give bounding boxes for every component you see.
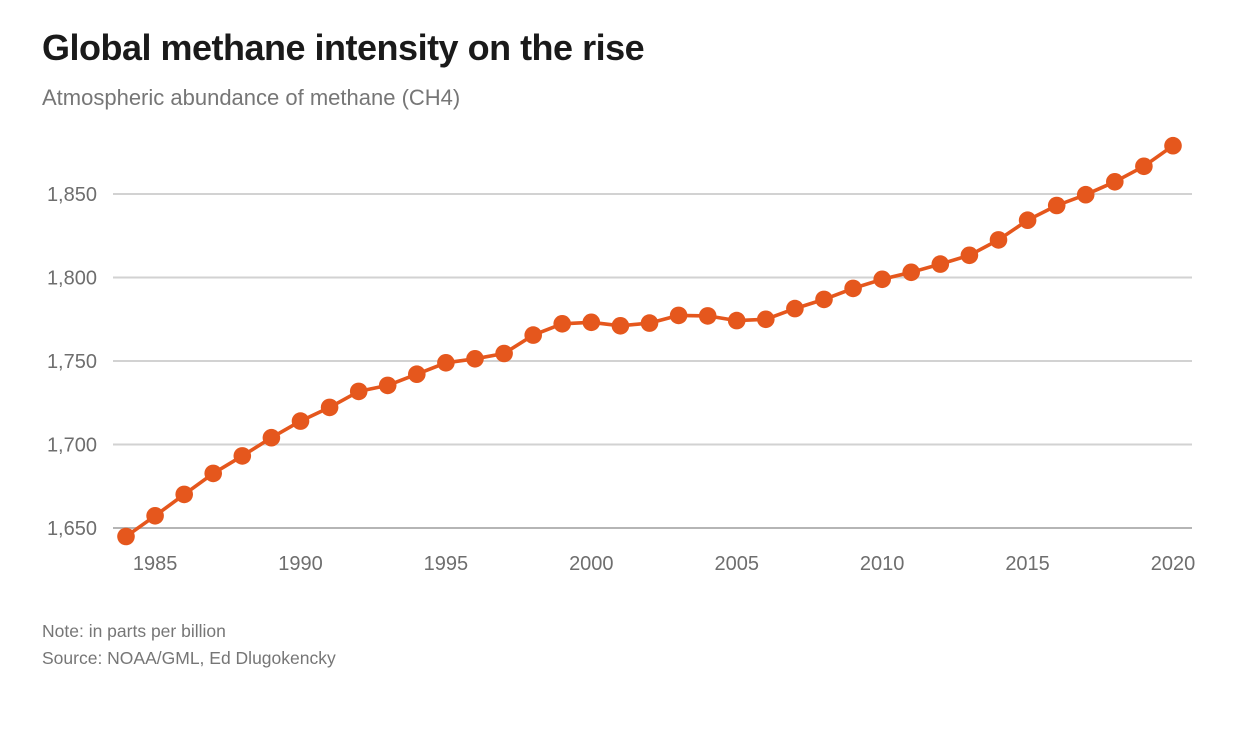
chart-footer: Note: in parts per billion Source: NOAA/… bbox=[42, 618, 1191, 672]
gridlines-group bbox=[113, 193, 1192, 529]
x-axis-tick-label: 2020 bbox=[1151, 553, 1196, 575]
x-axis-tick-label: 2005 bbox=[714, 553, 759, 575]
data-point bbox=[553, 315, 571, 333]
y-axis-tick-label: 1,750 bbox=[47, 351, 97, 373]
data-point bbox=[146, 507, 164, 525]
data-point bbox=[786, 299, 804, 318]
data-point bbox=[175, 485, 193, 504]
chart-title: Global methane intensity on the rise bbox=[42, 27, 645, 68]
data-point bbox=[320, 398, 339, 417]
series-group bbox=[117, 136, 1182, 546]
y-axis-labels-group: 1,650 1,700 1,750 1,800 1,850 bbox=[47, 184, 97, 540]
data-point bbox=[931, 255, 950, 273]
data-point bbox=[1164, 136, 1182, 155]
data-point bbox=[844, 279, 862, 298]
data-point bbox=[960, 246, 979, 265]
y-axis-tick-label: 1,850 bbox=[47, 184, 97, 206]
x-axis-tick-label: 1990 bbox=[278, 553, 323, 575]
y-axis-tick-label: 1,800 bbox=[47, 268, 97, 290]
data-point bbox=[757, 310, 775, 329]
x-axis-tick-label: 1985 bbox=[133, 553, 178, 575]
data-point bbox=[378, 376, 397, 395]
data-point bbox=[611, 317, 630, 335]
data-point bbox=[262, 428, 281, 447]
data-point bbox=[291, 412, 310, 430]
data-point bbox=[466, 350, 484, 368]
data-point bbox=[233, 447, 252, 465]
data-point bbox=[408, 365, 426, 383]
chart-source: Source: NOAA/GML, Ed Dlugokencky bbox=[42, 648, 336, 668]
y-axis-tick-label: 1,700 bbox=[47, 435, 97, 457]
chart-note: Note: in parts per billion bbox=[42, 621, 226, 641]
methane-line-chart: 1,650 1,700 1,750 1,800 1,850 1985 1990 1995 20… bbox=[47, 136, 1195, 575]
data-point bbox=[117, 527, 135, 546]
data-point bbox=[1135, 157, 1153, 176]
x-axis-labels-group: 1985 1990 1995 2000 2005 2010 2015 2020 bbox=[133, 553, 1195, 575]
data-point bbox=[1018, 211, 1037, 229]
x-axis-tick-label: 2000 bbox=[569, 553, 614, 575]
data-point bbox=[1106, 173, 1124, 191]
data-point bbox=[669, 306, 688, 325]
data-point bbox=[1076, 185, 1095, 204]
y-axis-tick-label: 1,650 bbox=[47, 518, 97, 540]
data-point bbox=[640, 314, 659, 332]
data-point bbox=[902, 263, 920, 282]
x-axis-tick-label: 1995 bbox=[424, 553, 469, 575]
data-point bbox=[989, 231, 1008, 249]
data-point bbox=[698, 307, 717, 325]
data-point bbox=[727, 311, 746, 330]
data-point bbox=[204, 464, 222, 483]
data-point bbox=[524, 326, 542, 344]
series-line bbox=[124, 143, 1175, 539]
data-point bbox=[873, 270, 891, 289]
data-point bbox=[582, 313, 601, 332]
data-point bbox=[437, 354, 455, 372]
data-point bbox=[1047, 196, 1066, 215]
data-point bbox=[815, 290, 833, 309]
data-point bbox=[495, 344, 513, 363]
data-point bbox=[349, 382, 368, 401]
chart-subtitle: Atmospheric abundance of methane (CH4) bbox=[42, 85, 461, 110]
x-axis-tick-label: 2015 bbox=[1005, 553, 1050, 575]
x-axis-tick-label: 2010 bbox=[860, 553, 905, 575]
